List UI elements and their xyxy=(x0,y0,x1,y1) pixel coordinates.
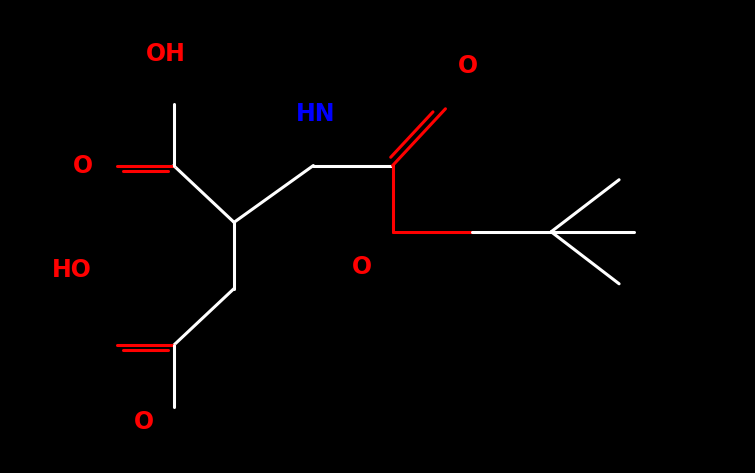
Text: HN: HN xyxy=(296,102,335,125)
Text: O: O xyxy=(73,155,93,178)
Text: O: O xyxy=(134,410,153,434)
Text: O: O xyxy=(458,54,478,78)
Text: O: O xyxy=(353,255,372,279)
Text: HO: HO xyxy=(52,258,91,281)
Text: OH: OH xyxy=(146,43,186,66)
